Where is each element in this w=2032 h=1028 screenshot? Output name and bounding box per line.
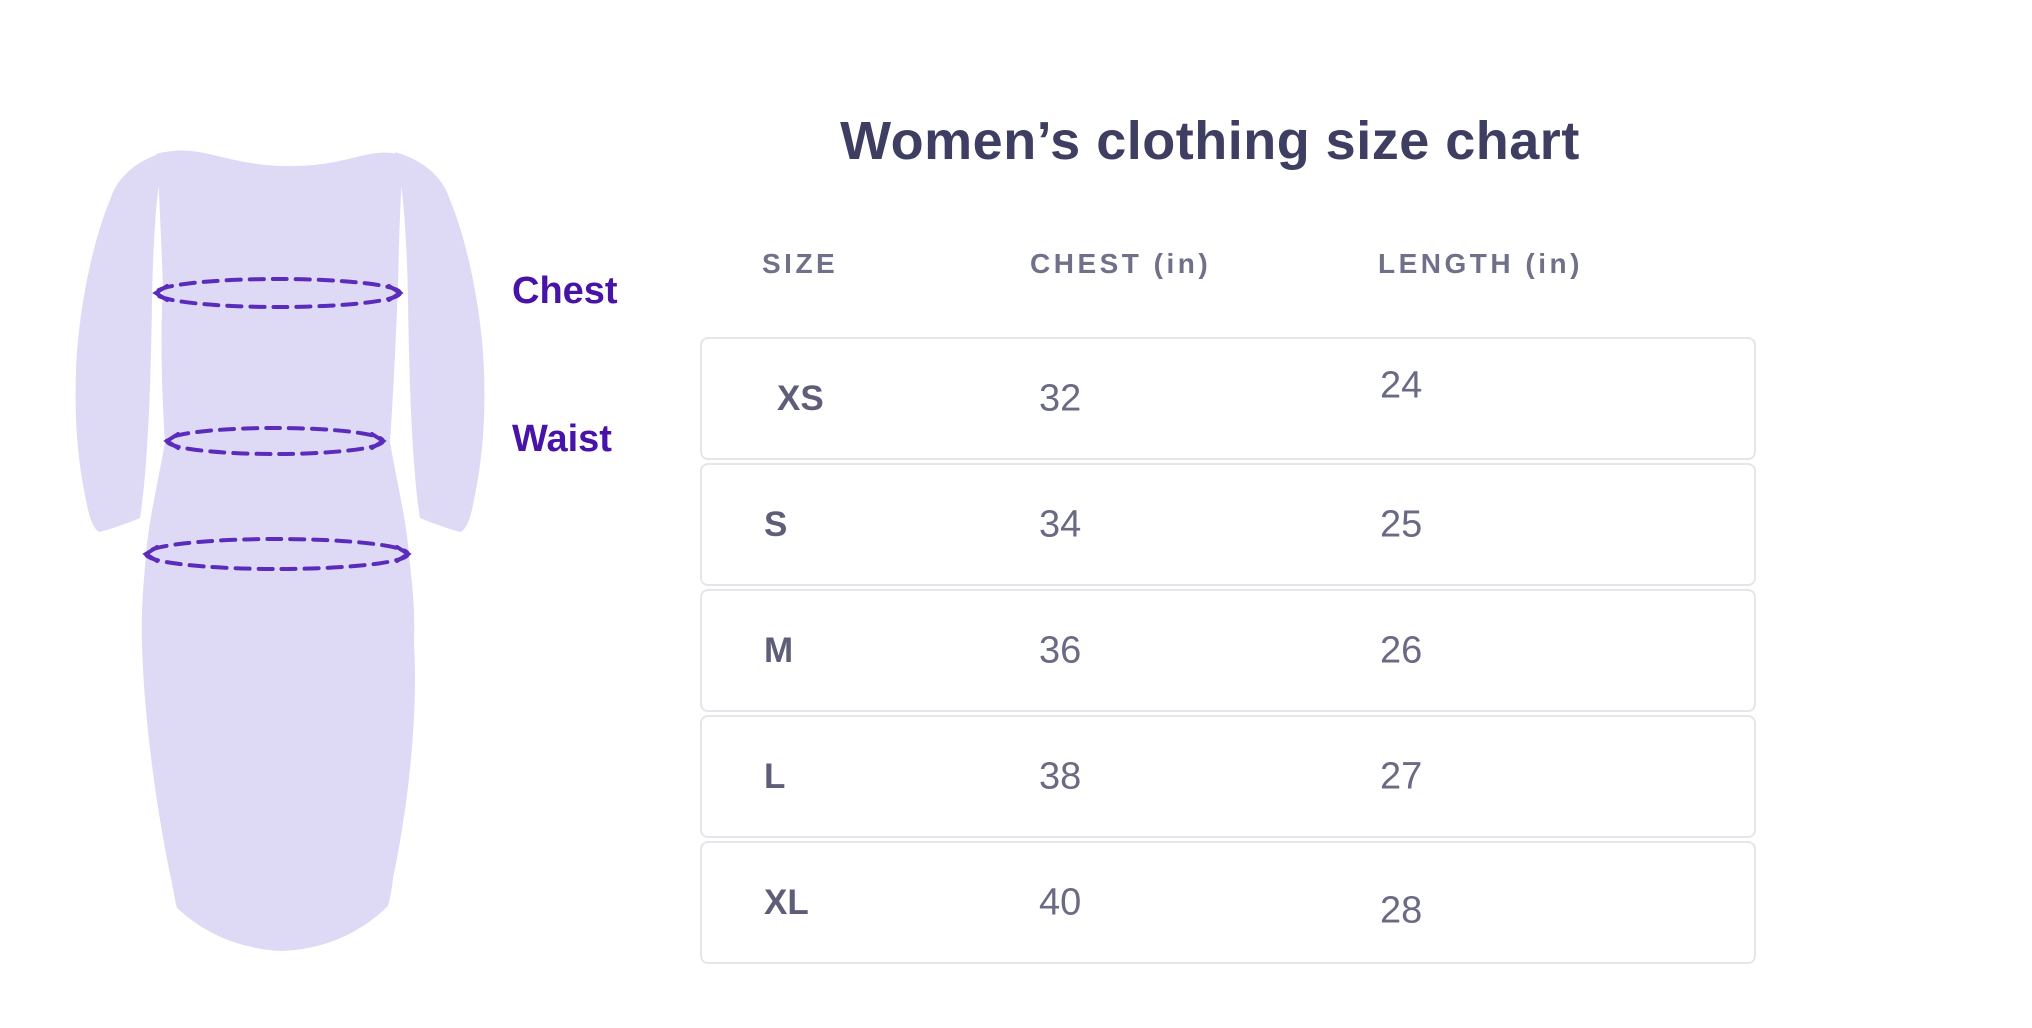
length-cell: 25 [1380, 503, 1423, 545]
column-header-chest: CHEST (in) [1030, 248, 1212, 279]
length-cell: 27 [1380, 755, 1423, 797]
size-cell: XL [764, 882, 809, 922]
dress-illustration [75, 150, 485, 952]
column-header-length: LENGTH (in) [1378, 248, 1583, 279]
length-cell: 24 [1380, 364, 1423, 406]
table-row: L 38 27 [700, 715, 1756, 838]
chest-cell: 32 [1039, 377, 1082, 419]
chest-arrow-tips-icon [152, 284, 404, 302]
chest-cell: 36 [1039, 629, 1082, 671]
hip-arrow-tips-icon [142, 545, 412, 563]
dress-torso-shape [141, 150, 415, 952]
chest-label: Chest [512, 270, 618, 312]
chest-cell: 34 [1039, 503, 1082, 545]
column-header-size: SIZE [762, 248, 839, 279]
chest-cell: 40 [1039, 881, 1082, 923]
dress-right-sleeve-shape [395, 152, 485, 532]
table-row: XS 32 24 [700, 337, 1756, 460]
dress-left-sleeve-shape [75, 152, 165, 532]
page-title: Women’s clothing size chart [840, 111, 1580, 171]
chest-cell: 38 [1039, 755, 1082, 797]
length-cell: 28 [1380, 889, 1423, 931]
size-table: SIZE CHEST (in) LENGTH (in) XS 32 24 S 3… [700, 240, 1756, 967]
waist-arrow-tips-icon [163, 432, 387, 450]
size-cell: L [764, 756, 786, 796]
size-cell: M [764, 630, 794, 670]
waist-label: Waist [512, 418, 612, 460]
table-header-row: SIZE CHEST (in) LENGTH (in) [700, 240, 1756, 337]
size-cell: XS [777, 378, 824, 418]
length-cell: 26 [1380, 629, 1423, 671]
table-row: XL 40 28 [700, 841, 1756, 964]
size-cell: S [764, 504, 788, 544]
table-row: M 36 26 [700, 589, 1756, 712]
table-row: S 34 25 [700, 463, 1756, 586]
